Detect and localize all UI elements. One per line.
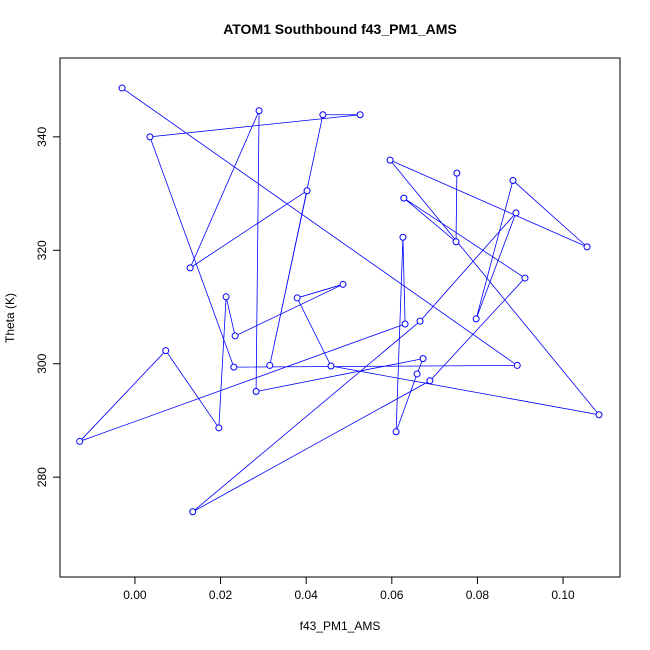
point <box>401 320 409 328</box>
point <box>512 209 520 217</box>
x-tick-label: 0.08 <box>466 588 490 602</box>
chart-title: ATOM1 Southbound f43_PM1_AMS <box>223 21 457 37</box>
point <box>293 294 301 302</box>
plot-box <box>59 57 621 578</box>
point <box>231 332 239 340</box>
point <box>146 133 154 141</box>
point <box>513 361 521 369</box>
x-tick-label: 0.06 <box>380 588 404 602</box>
point <box>413 370 421 378</box>
point <box>252 388 260 396</box>
point <box>339 280 347 288</box>
y-tick-label: 300 <box>35 353 49 373</box>
point <box>416 317 424 325</box>
x-tick-label: 0.04 <box>294 588 318 602</box>
point <box>399 233 407 241</box>
point <box>583 243 591 251</box>
point <box>118 84 126 92</box>
point <box>189 508 197 516</box>
y-tick-label: 320 <box>35 240 49 260</box>
x-axis-label: f43_PM1_AMS <box>300 619 381 633</box>
point <box>452 238 460 246</box>
point <box>162 347 170 355</box>
x-tick-label: 0.10 <box>551 588 575 602</box>
point <box>400 194 408 202</box>
point <box>266 361 274 369</box>
x-tick-label: 0.02 <box>209 588 233 602</box>
point <box>230 363 238 371</box>
point <box>215 424 223 432</box>
point <box>303 187 311 195</box>
y-tick-label: 340 <box>35 127 49 147</box>
y-tick-label: 280 <box>35 467 49 487</box>
point <box>426 377 434 385</box>
point <box>521 274 529 282</box>
point <box>472 315 480 323</box>
point <box>419 355 427 363</box>
point <box>392 428 400 436</box>
point <box>356 111 364 119</box>
point <box>222 293 230 301</box>
y-axis-label: Theta (K) <box>3 293 17 343</box>
point <box>386 156 394 164</box>
point <box>453 169 461 177</box>
x-tick-label: 0.00 <box>123 588 147 602</box>
point <box>76 437 84 445</box>
point <box>327 362 335 370</box>
point <box>319 111 327 119</box>
series-line <box>79 87 601 513</box>
point <box>509 177 517 185</box>
point <box>186 264 194 272</box>
point <box>255 107 263 115</box>
point <box>595 411 603 419</box>
